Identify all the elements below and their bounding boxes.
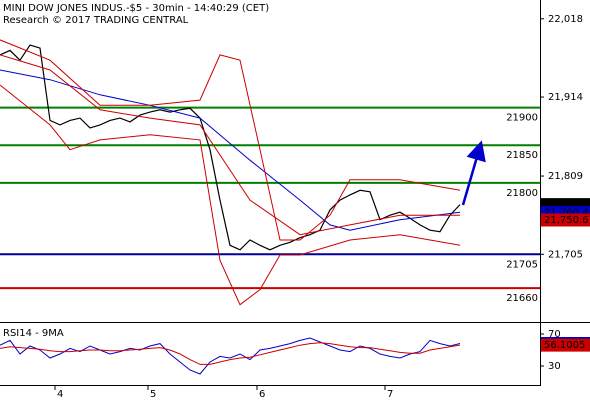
- last-value-label: 21,750.6: [544, 215, 589, 226]
- last-value-label: 56.1005: [544, 340, 585, 351]
- series-line: [0, 342, 461, 365]
- level-label: 21900: [506, 113, 538, 124]
- x-tick-label: 5: [150, 389, 156, 400]
- y-tick-label: 21,705: [548, 249, 583, 260]
- series-line: [0, 54, 460, 236]
- x-tick-label: 6: [259, 389, 265, 400]
- x-tick-label: 7: [387, 389, 393, 400]
- forecast-arrow: [461, 140, 486, 206]
- series-line: [0, 39, 461, 241]
- y-tick-label: 70: [548, 329, 561, 340]
- level-label: 21800: [506, 188, 538, 199]
- y-tick-label: 21,914: [548, 92, 583, 103]
- last-value-label: 21,771: [544, 200, 579, 211]
- series-line: [0, 84, 461, 306]
- level-label: 21705: [506, 259, 538, 270]
- chart-title: MINI DOW JONES INDUS.-$5 - 30min - 14:40…: [3, 3, 269, 14]
- x-tick-label: 4: [57, 389, 63, 400]
- rsi-title: RSI14 - 9MA: [3, 328, 64, 339]
- series-line: [0, 337, 461, 375]
- last-value-box: [541, 338, 590, 352]
- last-value-box: [541, 213, 590, 227]
- y-tick-label: 30: [548, 361, 561, 372]
- y-tick-label: 21,809: [548, 171, 583, 182]
- chart-subtitle: Research © 2017 TRADING CENTRAL: [3, 15, 189, 26]
- last-value-label: 21,760.4: [544, 208, 589, 219]
- y-tick-label: 22,018: [548, 14, 583, 25]
- level-label: 21850: [506, 150, 538, 161]
- level-label: 21660: [506, 293, 538, 304]
